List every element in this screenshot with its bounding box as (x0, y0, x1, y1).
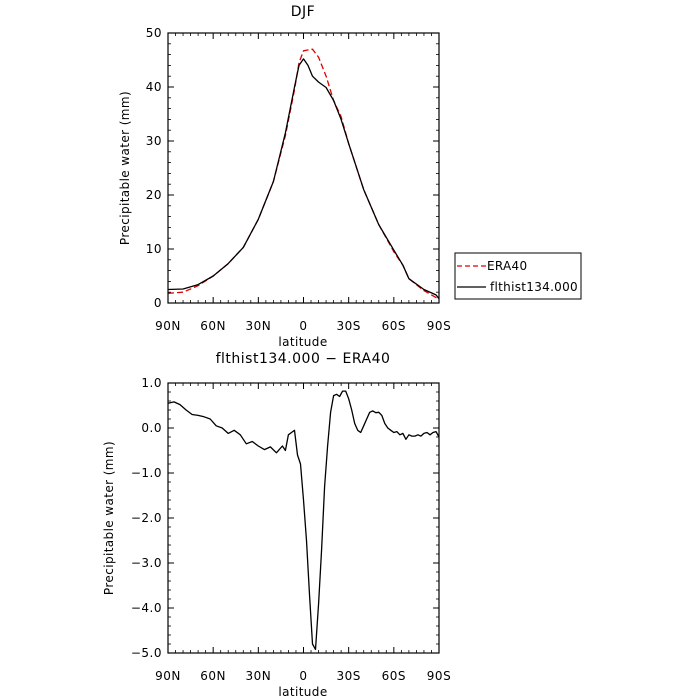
panel-difference-series-difference-line (167, 390, 440, 651)
panel-djf-series-flthist134-000-line (167, 58, 440, 300)
panel-djf-series-era40-line (167, 48, 440, 300)
panel-djf-ytick-label: 30 (146, 134, 162, 148)
legend-era40-label: ERA40 (487, 259, 527, 273)
legend-model-label: flthist134.000 (490, 280, 578, 294)
panel-difference-frame (167, 382, 440, 654)
panel-difference-xtick-label: 90N (155, 669, 181, 683)
panel-djf-xtick-label: 90S (427, 319, 451, 333)
panel-djf-ytick-label: 20 (146, 188, 162, 202)
panel-difference-ytick-label: 0.0 (141, 421, 162, 435)
panel-djf-xtick-label: 60S (382, 319, 406, 333)
panel-difference-title: flthist134.000 − ERA40 (216, 351, 391, 367)
panel-djf-xlabel: latitude (278, 335, 327, 349)
panel-difference-ytick-label: 1.0 (141, 376, 162, 390)
panel-djf-xtick-label: 90N (155, 319, 181, 333)
panel-difference-xtick-label: 30N (245, 669, 271, 683)
panel-difference-ytick-label: −1.0 (131, 466, 162, 480)
panel-djf: DJF latitude Precipitable water (mm) 0 10… (118, 4, 582, 349)
panel-djf-xtick-label: 0 (299, 319, 307, 333)
panel-difference-xtick-label: 90S (427, 669, 451, 683)
panel-djf-ytick-label: 0 (154, 296, 162, 310)
panel-difference-ytick-label: −2.0 (131, 511, 162, 525)
panel-djf-xtick-label: 60N (200, 319, 226, 333)
panel-djf-xtick-label: 30S (336, 319, 360, 333)
panel-difference-ytick-label: −5.0 (131, 646, 162, 660)
panel-djf-ytick-label: 50 (146, 26, 162, 40)
panel-difference-ylabel: Precipitable water (mm) (102, 441, 116, 595)
panel-difference-xtick-label: 0 (299, 669, 307, 683)
legend: ERA40 flthist134.000 (454, 252, 582, 300)
legend-box (454, 252, 582, 300)
panel-djf-ytick-label: 40 (146, 80, 162, 94)
panel-difference-xtick-label: 60S (382, 669, 406, 683)
panel-difference-xtick-label: 30S (336, 669, 360, 683)
panel-djf-ylabel: Precipitable water (mm) (118, 91, 132, 245)
panel-djf-ytick-label: 10 (146, 242, 162, 256)
panel-djf-frame (167, 32, 440, 304)
panel-difference-xtick-label: 60N (200, 669, 226, 683)
panel-difference-xlabel: latitude (278, 685, 327, 699)
panel-djf-title: DJF (291, 4, 315, 20)
panel-difference-ytick-label: −3.0 (131, 556, 162, 570)
panel-difference-ytick-label: −4.0 (131, 601, 162, 615)
panel-difference: flthist134.000 − ERA40 latitude Precipit… (102, 351, 451, 699)
panel-djf-xtick-label: 30N (245, 319, 271, 333)
